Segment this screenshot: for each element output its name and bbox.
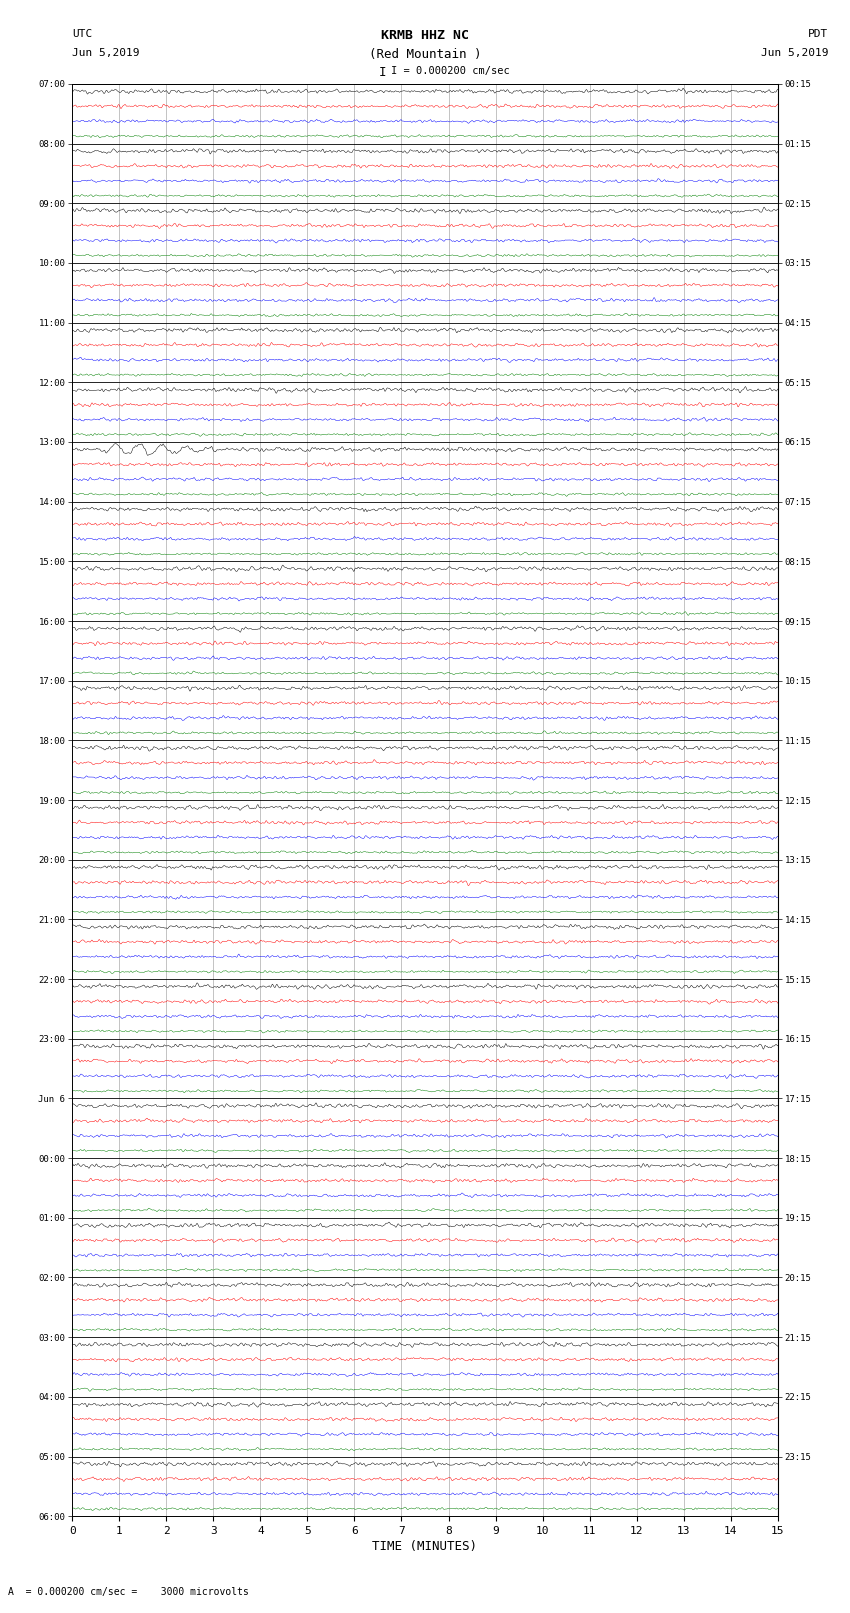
- Text: I = 0.000200 cm/sec: I = 0.000200 cm/sec: [391, 66, 510, 76]
- Text: UTC: UTC: [72, 29, 93, 39]
- Text: PDT: PDT: [808, 29, 828, 39]
- X-axis label: TIME (MINUTES): TIME (MINUTES): [372, 1540, 478, 1553]
- Text: Jun 5,2019: Jun 5,2019: [761, 48, 828, 58]
- Text: Jun 5,2019: Jun 5,2019: [72, 48, 139, 58]
- Text: I: I: [379, 66, 387, 79]
- Text: (Red Mountain ): (Red Mountain ): [369, 48, 481, 61]
- Text: A  = 0.000200 cm/sec =    3000 microvolts: A = 0.000200 cm/sec = 3000 microvolts: [8, 1587, 249, 1597]
- Text: KRMB HHZ NC: KRMB HHZ NC: [381, 29, 469, 42]
